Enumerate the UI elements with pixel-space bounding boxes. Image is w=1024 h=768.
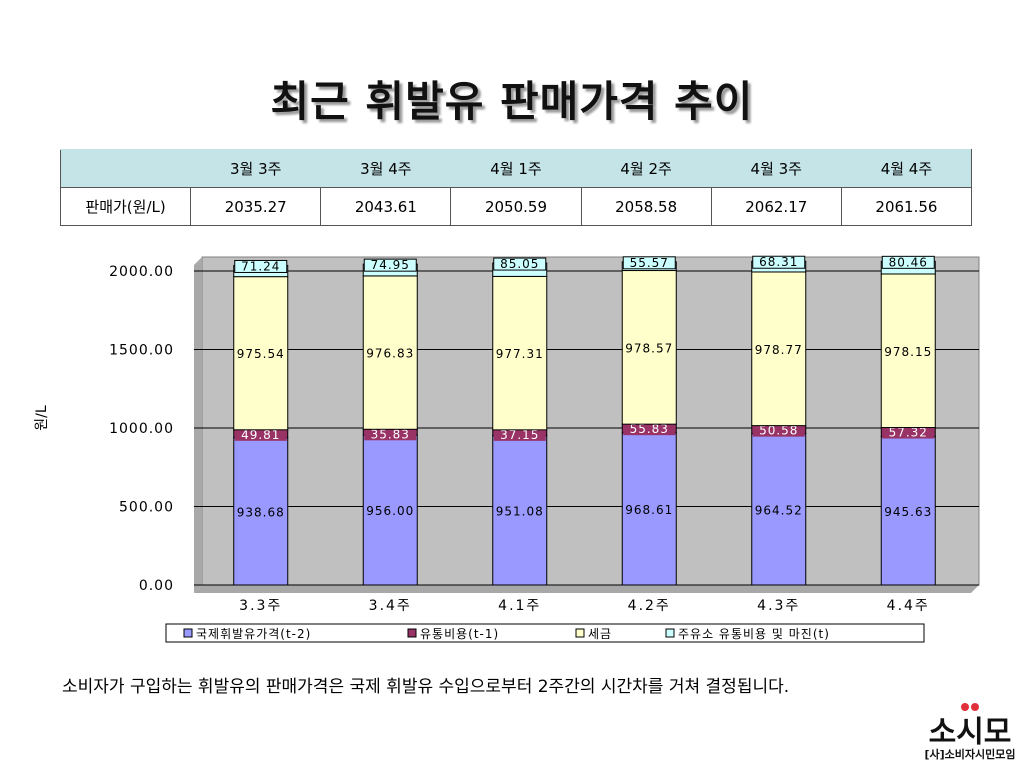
bar-segment xyxy=(233,276,289,431)
bar-segment xyxy=(621,432,677,586)
table-cell: 2062.17 xyxy=(710,187,842,226)
legend-swatch xyxy=(575,628,585,638)
data-label: 37.15 xyxy=(500,428,539,442)
data-label: 85.05 xyxy=(500,257,539,271)
data-label: 938.68 xyxy=(237,505,285,519)
x-tick-label: 3.4주 xyxy=(369,598,412,614)
data-label: 49.81 xyxy=(241,428,280,442)
table-cell: 2061.56 xyxy=(840,187,973,226)
table-cell: 2058.58 xyxy=(580,187,712,226)
data-label-background xyxy=(623,423,676,436)
data-label-background xyxy=(752,255,806,269)
data-label-background xyxy=(234,428,287,441)
table-header-cell: 4월 4주 xyxy=(840,149,973,188)
legend-label: 주유소 유통비용 및 마진(t) xyxy=(678,627,830,641)
data-label: 55.83 xyxy=(630,422,669,436)
data-label-background xyxy=(881,255,935,269)
legend-label: 유통비용(t-1) xyxy=(420,627,499,641)
data-label: 968.61 xyxy=(625,503,673,517)
legend-swatch xyxy=(665,628,675,638)
data-label: 977.31 xyxy=(496,347,544,361)
table-header-cell xyxy=(59,149,192,188)
logo-dot xyxy=(971,703,979,711)
data-label: 68.31 xyxy=(759,255,798,269)
table-cell: 2043.61 xyxy=(320,187,452,226)
table-cell: 2035.27 xyxy=(190,187,322,226)
data-label-background xyxy=(234,259,288,273)
y-tick-label: 1000.00 xyxy=(109,421,174,437)
table-header-cell: 3월 3주 xyxy=(190,149,322,188)
data-label: 74.95 xyxy=(371,258,410,272)
data-label-background xyxy=(752,424,805,437)
legend-swatch xyxy=(407,628,417,638)
logo-subtitle: [사]소비자시민모임 xyxy=(924,748,1016,761)
data-label: 951.08 xyxy=(496,504,544,518)
x-tick-label: 4.4주 xyxy=(887,598,930,614)
data-label: 978.77 xyxy=(755,343,803,357)
y-tick-label: 2000.00 xyxy=(109,264,174,280)
bar-segment xyxy=(492,435,548,586)
table-header-cell: 4월 1주 xyxy=(450,149,582,188)
data-label-background xyxy=(493,257,547,271)
logo-dot xyxy=(961,703,969,711)
table-header-row: 3월 3주 3월 4주 4월 1주 4월 2주 4월 3주 4월 4주 xyxy=(59,149,973,188)
legend-label: 국제휘발유가격(t-2) xyxy=(196,627,311,641)
bar-segment xyxy=(880,436,936,586)
legend-label: 세금 xyxy=(588,627,612,641)
y-axis-label: 원/L xyxy=(34,405,50,431)
data-label: 976.83 xyxy=(366,347,414,361)
table-header-cell: 4월 2주 xyxy=(580,149,712,188)
x-tick-label: 4.2주 xyxy=(628,598,671,614)
legend xyxy=(165,623,925,643)
bar-segment xyxy=(492,275,548,431)
logo-mark: 소시모 xyxy=(929,703,1012,750)
bar-segment xyxy=(233,437,289,586)
plot-floor xyxy=(194,585,979,593)
data-label: 964.52 xyxy=(755,503,803,517)
table-row: 판매가(원/L) 2035.27 2043.61 2050.59 2058.58… xyxy=(59,187,973,226)
bar-segment xyxy=(362,434,418,586)
table-header-cell: 3월 4주 xyxy=(320,149,452,188)
data-label-background xyxy=(882,426,935,439)
table-row-label: 판매가(원/L) xyxy=(59,187,192,226)
data-label-background xyxy=(622,256,676,270)
logo-wordmark: 소시모 xyxy=(929,715,1012,746)
stacked-bar-chart: 0.00 500.00 1000.00 1500.00 2000.00 원/L 938.68… xyxy=(34,255,980,643)
logo: 소시모 [사]소비자시민모임 xyxy=(918,700,1022,766)
data-label-background xyxy=(363,258,417,272)
table-header-cell: 4월 3주 xyxy=(710,149,842,188)
bar-segment xyxy=(751,271,807,427)
table-cell: 2050.59 xyxy=(450,187,582,226)
y-tick-label: 0.00 xyxy=(139,578,174,594)
y-tick-label: 500.00 xyxy=(119,500,174,516)
x-tick-label: 4.3주 xyxy=(757,598,800,614)
data-label: 57.32 xyxy=(889,426,928,440)
x-tick-label: 3.3주 xyxy=(239,598,282,614)
data-label: 55.57 xyxy=(630,256,669,270)
slide-title: 최근 휘발유 판매가격 추이 xyxy=(270,77,754,126)
data-label-background xyxy=(364,428,417,441)
data-label: 956.00 xyxy=(366,504,414,518)
data-label: 975.54 xyxy=(237,347,285,361)
plot-side-wall xyxy=(194,257,202,593)
data-label: 978.15 xyxy=(884,345,932,359)
bar-segment xyxy=(880,273,936,429)
x-tick-label: 4.1주 xyxy=(498,598,541,614)
data-label: 71.24 xyxy=(241,259,280,273)
data-label: 35.83 xyxy=(371,427,410,441)
data-label: 50.58 xyxy=(759,424,798,438)
data-label: 80.46 xyxy=(889,255,928,269)
data-label: 978.57 xyxy=(625,341,673,355)
data-label: 945.63 xyxy=(884,505,932,519)
y-tick-label: 1500.00 xyxy=(109,343,174,359)
footnote: 소비자가 구입하는 휘발유의 판매가격은 국제 휘발유 수입으로부터 2주간의 … xyxy=(62,677,790,697)
plot-area xyxy=(201,256,980,586)
price-table: 3월 3주 3월 4주 4월 1주 4월 2주 4월 3주 4월 4주 판매가(… xyxy=(59,149,973,226)
legend-swatch xyxy=(183,628,193,638)
data-label-background xyxy=(493,428,546,441)
